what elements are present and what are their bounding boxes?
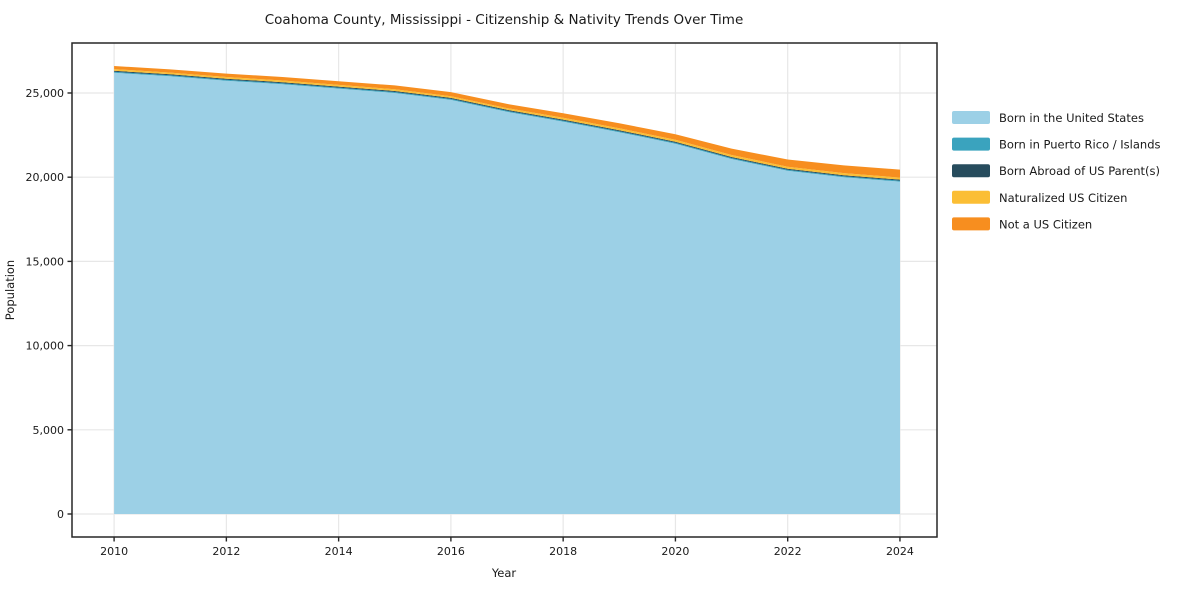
axis-tick-labels: 2010 2012 2014 2016 2018 2020 2022 2024 0 5,000 10… xyxy=(26,87,914,558)
x-tick-label: 2014 xyxy=(325,545,353,558)
legend-swatch-born-in-the-united-states xyxy=(952,111,990,124)
y-tick-label: 25,000 xyxy=(26,87,65,100)
y-tick-label: 15,000 xyxy=(26,255,65,268)
y-axis-label: Population xyxy=(3,260,17,320)
legend-item-born-in-puerto-rico-islands: Born in Puerto Rico / Islands xyxy=(952,137,1161,152)
y-tick-label: 10,000 xyxy=(26,340,65,353)
legend: Born in the United States Born in Puerto … xyxy=(952,111,1161,231)
x-tick-label: 2010 xyxy=(100,545,128,558)
x-tick-label: 2018 xyxy=(549,545,577,558)
x-axis-label: Year xyxy=(491,566,517,580)
legend-item-born-in-the-united-states: Born in the United States xyxy=(952,111,1144,125)
x-tick-label: 2020 xyxy=(661,545,689,558)
x-tick-label: 2012 xyxy=(212,545,240,558)
y-tick-label: 20,000 xyxy=(26,171,65,184)
x-tick-label: 2024 xyxy=(886,545,914,558)
legend-item-born-abroad-of-us-parent-s: Born Abroad of US Parent(s) xyxy=(952,164,1160,178)
chart-title: Coahoma County, Mississippi - Citizenshi… xyxy=(265,12,744,28)
y-tick-label: 0 xyxy=(57,508,64,521)
legend-label: Not a US Citizen xyxy=(999,217,1092,231)
x-tick-label: 2022 xyxy=(774,545,802,558)
y-tick-label: 5,000 xyxy=(33,424,65,437)
area-not-a-us-citizen xyxy=(114,66,901,178)
legend-label: Naturalized US Citizen xyxy=(999,191,1127,205)
legend-item-not-a-us-citizen: Not a US Citizen xyxy=(952,217,1092,231)
axis-ticks xyxy=(67,92,901,542)
area-born-in-the-united-states xyxy=(114,72,901,515)
legend-label: Born Abroad of US Parent(s) xyxy=(999,164,1160,178)
legend-swatch-not-a-us-citizen xyxy=(952,217,990,231)
legend-label: Born in Puerto Rico / Islands xyxy=(999,138,1161,152)
plot-frame xyxy=(71,42,938,538)
legend-label: Born in the United States xyxy=(999,111,1144,125)
legend-item-naturalized-us-citizen: Naturalized US Citizen xyxy=(952,190,1127,205)
stacked-area-series xyxy=(114,66,901,515)
x-tick-label: 2016 xyxy=(437,545,465,558)
legend-swatch-born-in-puerto-rico-islands xyxy=(952,137,990,151)
legend-swatch-born-abroad-of-us-parent-s xyxy=(952,164,990,178)
legend-swatch-naturalized-us-citizen xyxy=(952,190,990,204)
